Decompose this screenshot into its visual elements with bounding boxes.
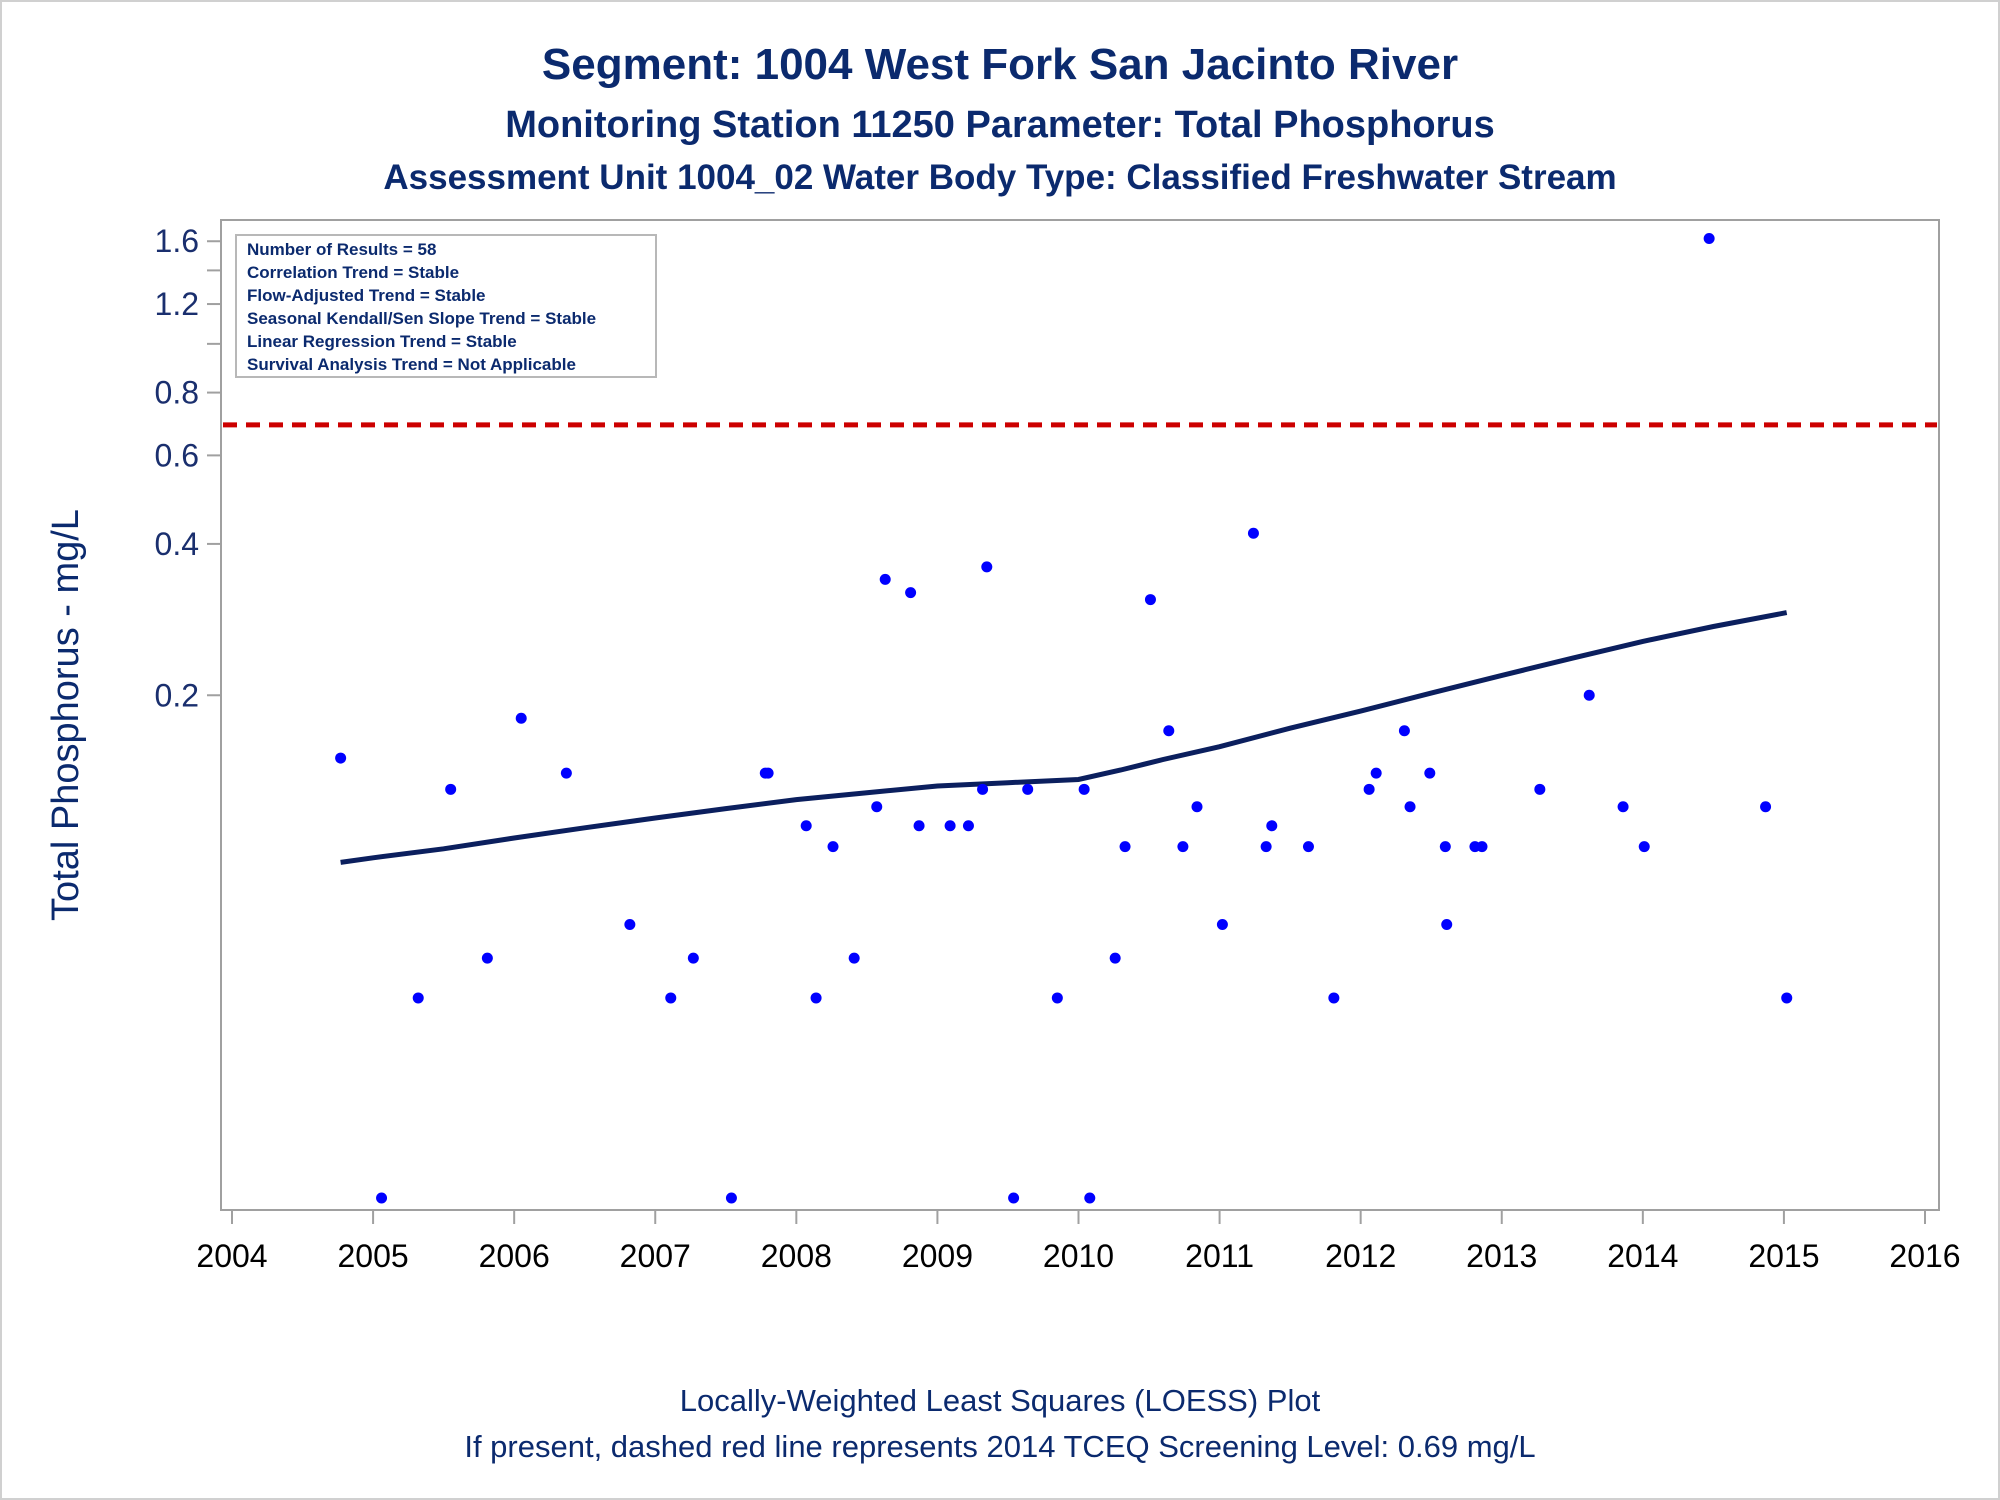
data-point (1266, 820, 1278, 832)
y-tick-label: 0.4 (155, 526, 199, 562)
data-point (1008, 1192, 1020, 1204)
data-point (1617, 801, 1629, 813)
data-point (1534, 783, 1546, 795)
data-point (827, 841, 839, 853)
legend-line: Seasonal Kendall/Sen Slope Trend = Stabl… (247, 309, 596, 328)
data-point (1760, 801, 1772, 813)
footer-line-1: Locally-Weighted Least Squares (LOESS) P… (680, 1383, 1321, 1418)
x-tick-label: 2011 (1185, 1238, 1254, 1274)
data-point (1328, 992, 1340, 1004)
data-point (1051, 992, 1063, 1004)
data-point (1022, 783, 1034, 795)
data-point (1247, 527, 1259, 539)
x-tick-label: 2014 (1607, 1238, 1678, 1274)
legend-line: Correlation Trend = Stable (247, 263, 459, 282)
data-point (800, 820, 812, 832)
data-point (1260, 841, 1272, 853)
data-point (687, 952, 699, 964)
data-point (335, 752, 347, 764)
data-point (810, 992, 822, 1004)
data-point (1404, 801, 1416, 813)
data-point (1363, 783, 1375, 795)
data-point (412, 992, 424, 1004)
data-point (624, 918, 636, 930)
data-point (981, 561, 993, 573)
data-point (665, 992, 677, 1004)
data-point (1638, 841, 1650, 853)
data-point (1109, 952, 1121, 964)
data-point (1216, 918, 1228, 930)
legend-box (235, 234, 657, 378)
data-point (1703, 233, 1715, 245)
data-point (977, 783, 989, 795)
x-axis: 2004 2005 2006 2007 2008 2009 2010 2011 2012 2013… (196, 1210, 1961, 1274)
data-point (1144, 594, 1156, 606)
legend-line: Linear Regression Trend = Stable (247, 332, 517, 351)
data-point (1441, 918, 1453, 930)
data-point (1439, 841, 1451, 853)
data-point (1191, 801, 1203, 813)
data-point (1163, 725, 1175, 737)
loess-trend-line (340, 610, 1788, 865)
data-point (1177, 841, 1189, 853)
data-point (376, 1192, 388, 1204)
data-point (762, 767, 774, 779)
x-tick-label: 2012 (1325, 1238, 1396, 1274)
x-tick-label: 2010 (1043, 1238, 1114, 1274)
y-tick-label: 1.2 (155, 286, 199, 322)
footer-line-2: If present, dashed red line represents 2… (464, 1429, 1535, 1464)
data-point (905, 587, 917, 599)
legend-line: Flow-Adjusted Trend = Stable (247, 286, 486, 305)
chart-subtitle: Monitoring Station 11250 Parameter: Tota… (505, 104, 1495, 146)
y-tick-label: 0.8 (155, 375, 199, 411)
x-tick-label: 2015 (1748, 1238, 1819, 1274)
x-tick-label: 2016 (1889, 1238, 1960, 1274)
data-point (1302, 841, 1314, 853)
x-tick-label: 2007 (620, 1238, 691, 1274)
data-point (848, 952, 860, 964)
data-point (913, 820, 925, 832)
x-tick-label: 2013 (1466, 1238, 1537, 1274)
y-tick-label: 1.6 (155, 223, 199, 259)
y-axis-label: Total Phosphorus - mg/L (45, 509, 87, 921)
trend-legend: Number of Results = 58 Correlation Trend… (235, 234, 657, 378)
data-point (560, 767, 572, 779)
data-point (725, 1192, 737, 1204)
x-tick-label: 2004 (196, 1238, 267, 1274)
data-point (1119, 841, 1131, 853)
y-tick-label: 0.6 (155, 437, 199, 473)
y-tick-label: 0.2 (155, 677, 199, 713)
data-points (335, 233, 1793, 1204)
chart-subtitle-2: Assessment Unit 1004_02 Water Body Type:… (383, 158, 1616, 197)
x-tick-label: 2006 (479, 1238, 550, 1274)
data-point (1476, 841, 1488, 853)
x-tick-label: 2009 (902, 1238, 973, 1274)
x-tick-label: 2005 (337, 1238, 408, 1274)
y-axis: 0.2 0.4 0.6 0.8 1.2 1.6 (155, 223, 221, 713)
data-point (1781, 992, 1793, 1004)
data-point (1370, 767, 1382, 779)
data-point (879, 573, 891, 585)
plot-area (220, 219, 1940, 1211)
chart-title: Segment: 1004 West Fork San Jacinto Rive… (542, 40, 1458, 89)
data-point (944, 820, 956, 832)
data-point (515, 712, 527, 724)
data-point (962, 820, 974, 832)
data-point (481, 952, 493, 964)
data-point (1398, 725, 1410, 737)
legend-line: Survival Analysis Trend = Not Applicable (247, 355, 576, 374)
data-point (1078, 783, 1090, 795)
legend-line: Number of Results = 58 (247, 240, 436, 259)
data-point (871, 801, 883, 813)
data-point (1084, 1192, 1096, 1204)
data-point (445, 783, 457, 795)
data-point (1583, 689, 1595, 701)
data-point (1424, 767, 1436, 779)
x-tick-label: 2008 (761, 1238, 832, 1274)
